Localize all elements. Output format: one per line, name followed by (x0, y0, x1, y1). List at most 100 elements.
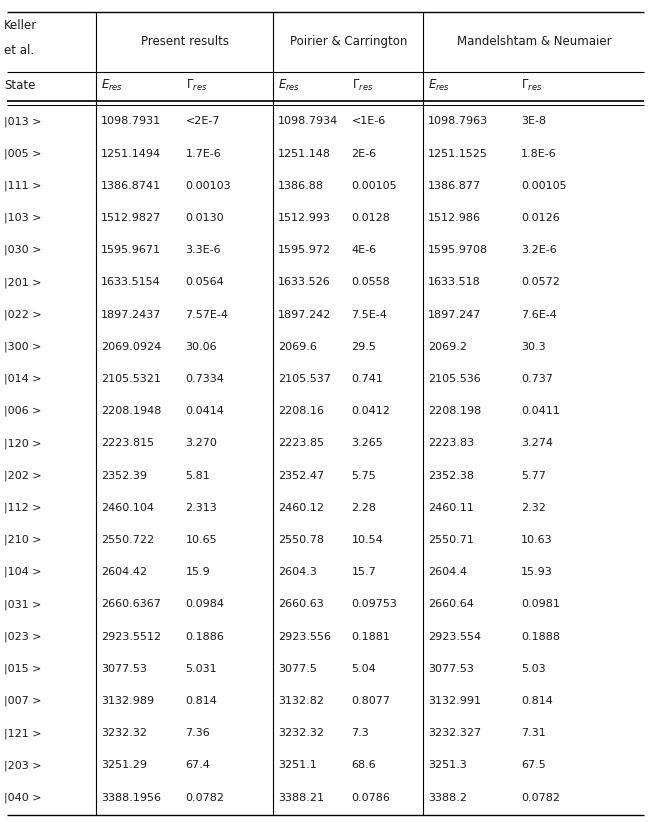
Text: 0.0782: 0.0782 (521, 792, 560, 802)
Text: 0.0572: 0.0572 (521, 277, 560, 288)
Text: |014 >: |014 > (4, 374, 42, 384)
Text: 0.1881: 0.1881 (352, 631, 391, 642)
Text: 1.8E-6: 1.8E-6 (521, 149, 557, 159)
Text: 2352.47: 2352.47 (278, 471, 324, 481)
Text: 7.5E-4: 7.5E-4 (352, 310, 387, 320)
Text: 2604.42: 2604.42 (101, 567, 147, 577)
Text: 7.31: 7.31 (521, 728, 546, 738)
Text: 2550.722: 2550.722 (101, 535, 154, 545)
Text: 67.4: 67.4 (186, 760, 210, 770)
Text: Poirier & Carrington: Poirier & Carrington (290, 35, 407, 48)
Text: 3.265: 3.265 (352, 438, 383, 448)
Text: 0.0786: 0.0786 (352, 792, 391, 802)
Text: 0.1886: 0.1886 (186, 631, 225, 642)
Text: 2460.104: 2460.104 (101, 503, 154, 513)
Text: 0.00103: 0.00103 (186, 181, 231, 191)
Text: 1595.9708: 1595.9708 (428, 245, 488, 255)
Text: 1633.526: 1633.526 (278, 277, 331, 288)
Text: |201 >: |201 > (4, 277, 42, 288)
Text: 67.5: 67.5 (521, 760, 546, 770)
Text: 29.5: 29.5 (352, 342, 376, 352)
Text: 3251.1: 3251.1 (278, 760, 317, 770)
Text: 1251.1494: 1251.1494 (101, 149, 161, 159)
Text: 3232.327: 3232.327 (428, 728, 481, 738)
Text: 1098.7931: 1098.7931 (101, 117, 161, 127)
Text: 1595.9671: 1595.9671 (101, 245, 161, 255)
Text: 15.93: 15.93 (521, 567, 553, 577)
Text: 3132.82: 3132.82 (278, 696, 324, 706)
Text: 2069.6: 2069.6 (278, 342, 317, 352)
Text: 7.36: 7.36 (186, 728, 210, 738)
Text: 1512.993: 1512.993 (278, 213, 331, 223)
Text: 1897.242: 1897.242 (278, 310, 331, 320)
Text: 2604.3: 2604.3 (278, 567, 317, 577)
Text: 3.3E-6: 3.3E-6 (186, 245, 221, 255)
Text: 3E-8: 3E-8 (521, 117, 546, 127)
Text: 2460.12: 2460.12 (278, 503, 324, 513)
Text: 2660.63: 2660.63 (278, 599, 324, 609)
Text: 0.741: 0.741 (352, 374, 383, 384)
Text: |210 >: |210 > (4, 535, 42, 545)
Text: 2208.1948: 2208.1948 (101, 406, 161, 416)
Text: 5.031: 5.031 (186, 664, 217, 674)
Text: 0.0558: 0.0558 (352, 277, 391, 288)
Text: 2105.537: 2105.537 (278, 374, 331, 384)
Text: 0.0782: 0.0782 (186, 792, 225, 802)
Text: |031 >: |031 > (4, 599, 41, 610)
Text: |040 >: |040 > (4, 792, 42, 803)
Text: 0.00105: 0.00105 (521, 181, 566, 191)
Text: 2069.2: 2069.2 (428, 342, 467, 352)
Text: 68.6: 68.6 (352, 760, 376, 770)
Text: $\Gamma_{res}$: $\Gamma_{res}$ (352, 78, 373, 94)
Text: |120 >: |120 > (4, 438, 42, 449)
Text: 0.0564: 0.0564 (186, 277, 225, 288)
Text: 2208.16: 2208.16 (278, 406, 324, 416)
Text: 1633.518: 1633.518 (428, 277, 480, 288)
Text: Present results: Present results (141, 35, 229, 48)
Text: 3.2E-6: 3.2E-6 (521, 245, 557, 255)
Text: |104 >: |104 > (4, 567, 42, 578)
Text: |300 >: |300 > (4, 341, 41, 352)
Text: 2352.39: 2352.39 (101, 471, 147, 481)
Text: Keller: Keller (4, 19, 37, 32)
Text: 2604.4: 2604.4 (428, 567, 467, 577)
Text: 3388.1956: 3388.1956 (101, 792, 161, 802)
Text: 0.0984: 0.0984 (186, 599, 225, 609)
Text: 0.7334: 0.7334 (186, 374, 225, 384)
Text: |202 >: |202 > (4, 470, 42, 481)
Text: 2550.78: 2550.78 (278, 535, 324, 545)
Text: 3251.3: 3251.3 (428, 760, 467, 770)
Text: 3077.53: 3077.53 (101, 664, 146, 674)
Text: |007 >: |007 > (4, 695, 42, 706)
Text: 3232.32: 3232.32 (278, 728, 324, 738)
Text: 7.3: 7.3 (352, 728, 369, 738)
Text: 5.04: 5.04 (352, 664, 376, 674)
Text: 0.0128: 0.0128 (352, 213, 391, 223)
Text: |023 >: |023 > (4, 631, 42, 642)
Text: 15.9: 15.9 (186, 567, 210, 577)
Text: 0.0414: 0.0414 (186, 406, 225, 416)
Text: 2.32: 2.32 (521, 503, 546, 513)
Text: |022 >: |022 > (4, 309, 42, 320)
Text: 1098.7963: 1098.7963 (428, 117, 488, 127)
Text: 2208.198: 2208.198 (428, 406, 481, 416)
Text: 1251.1525: 1251.1525 (428, 149, 488, 159)
Text: $E_{res}$: $E_{res}$ (101, 78, 123, 94)
Text: 0.0411: 0.0411 (521, 406, 560, 416)
Text: 2660.64: 2660.64 (428, 599, 473, 609)
Text: 2223.83: 2223.83 (428, 438, 474, 448)
Text: 3132.989: 3132.989 (101, 696, 154, 706)
Text: 2105.536: 2105.536 (428, 374, 480, 384)
Text: 2105.5321: 2105.5321 (101, 374, 161, 384)
Text: 2223.85: 2223.85 (278, 438, 324, 448)
Text: 0.0412: 0.0412 (352, 406, 391, 416)
Text: $\Gamma_{res}$: $\Gamma_{res}$ (186, 78, 207, 94)
Text: 2E-6: 2E-6 (352, 149, 377, 159)
Text: 3232.32: 3232.32 (101, 728, 147, 738)
Text: 7.6E-4: 7.6E-4 (521, 310, 557, 320)
Text: 3077.5: 3077.5 (278, 664, 317, 674)
Text: 0.8077: 0.8077 (352, 696, 391, 706)
Text: 0.0981: 0.0981 (521, 599, 560, 609)
Text: 1897.2437: 1897.2437 (101, 310, 161, 320)
Text: 2223.815: 2223.815 (101, 438, 154, 448)
